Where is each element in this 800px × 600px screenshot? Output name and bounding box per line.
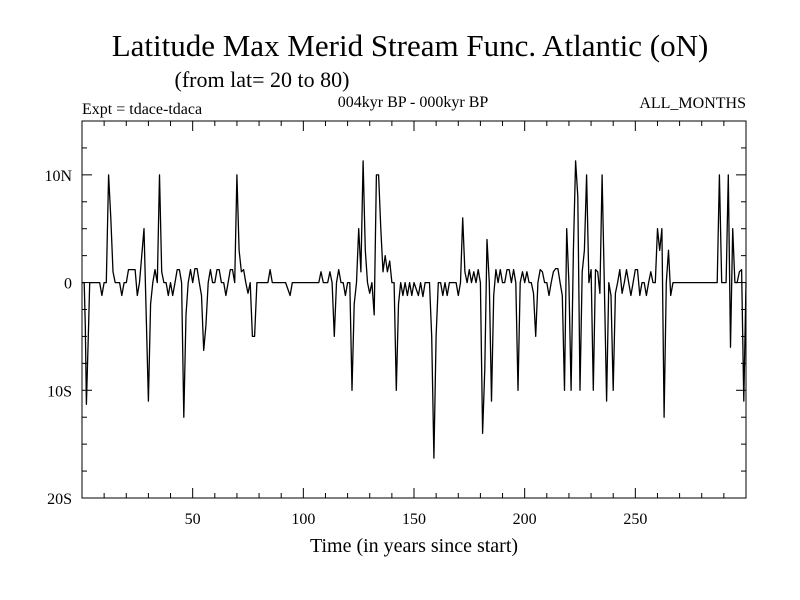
y-tick-labels: 10N 0 10S 20S bbox=[44, 168, 72, 508]
y-tick-label: 10S bbox=[47, 383, 72, 400]
y-tick-label: 10N bbox=[44, 168, 72, 185]
chart-title: Latitude Max Merid Stream Func. Atlantic… bbox=[112, 28, 709, 63]
x-tick-labels: 50 100 150 200 250 bbox=[185, 511, 648, 528]
y-tick-label: 0 bbox=[64, 276, 72, 293]
x-axis-label: Time (in years since start) bbox=[310, 535, 518, 557]
months-label: ALL_MONTHS bbox=[639, 95, 746, 112]
period-label: 004kyr BP - 000kyr BP bbox=[338, 94, 489, 111]
x-tick-label: 100 bbox=[291, 511, 315, 528]
x-tick-label: 200 bbox=[513, 511, 537, 528]
tick-marks bbox=[82, 121, 746, 498]
x-tick-label: 250 bbox=[623, 511, 647, 528]
x-tick-label: 50 bbox=[185, 511, 201, 528]
x-tick-label: 150 bbox=[402, 511, 426, 528]
y-tick-label: 20S bbox=[47, 491, 72, 508]
chart-subtitle: (from lat= 20 to 80) bbox=[175, 67, 350, 92]
experiment-label: Expt = tdace-tdaca bbox=[82, 101, 202, 118]
series-line bbox=[82, 160, 747, 459]
